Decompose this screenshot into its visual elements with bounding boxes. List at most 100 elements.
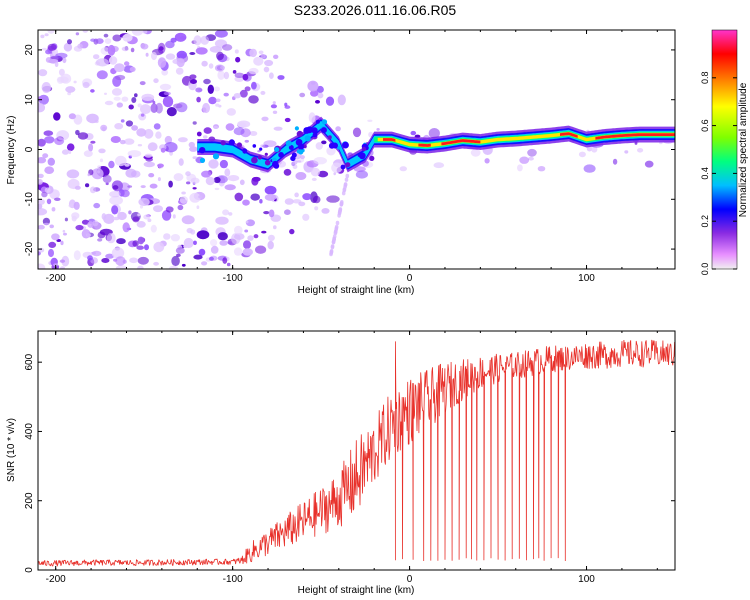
noise-blob <box>97 165 101 170</box>
noise-blob <box>60 266 65 269</box>
noise-blob <box>208 63 214 69</box>
noise-blob <box>112 185 119 190</box>
noise-blob <box>38 263 46 269</box>
noise-blob <box>124 138 135 145</box>
snr-frame <box>37 330 676 571</box>
noise-blob <box>137 236 145 245</box>
noise-blob <box>239 89 248 98</box>
noise-blob <box>38 251 41 256</box>
ridge-blob <box>196 131 202 137</box>
noise-blob <box>132 240 139 247</box>
noise-blob <box>294 192 299 198</box>
noise-blob <box>44 187 51 193</box>
colorbar-label: Normalized spectral amplitude <box>738 82 749 217</box>
noise-blob <box>106 232 116 244</box>
noise-blob <box>44 136 55 144</box>
noise-blob <box>484 158 490 164</box>
noise-blob <box>157 163 164 168</box>
noise-blob <box>173 103 183 109</box>
noise-blob <box>115 155 127 167</box>
y-tick-label: 200 <box>24 492 35 509</box>
noise-blob <box>77 132 89 140</box>
noise-blob <box>38 173 44 179</box>
noise-blob <box>433 162 445 169</box>
snr-y-ticks: 0 200 400 600 <box>24 353 675 573</box>
noise-blob <box>152 100 156 105</box>
noise-blob <box>120 119 125 123</box>
noise-blob <box>73 201 80 210</box>
noise-blob <box>189 52 196 55</box>
noise-blob <box>234 192 244 202</box>
noise-blob <box>214 187 220 191</box>
noise-blob <box>41 191 48 198</box>
noise-blob <box>170 234 180 242</box>
noise-blob <box>181 263 186 267</box>
noise-blob <box>128 210 132 215</box>
ridge-blob <box>199 147 206 154</box>
noise-blob <box>223 71 230 80</box>
noise-blob <box>141 93 155 101</box>
noise-blob <box>92 220 99 227</box>
noise-blob <box>73 80 77 84</box>
noise-blob <box>132 216 140 223</box>
ridge-core-red <box>595 133 675 140</box>
noise-blob <box>203 135 208 139</box>
noise-blob <box>153 123 161 130</box>
noise-blob <box>178 158 184 166</box>
noise-blob <box>192 121 197 125</box>
noise-blob <box>129 66 136 72</box>
noise-blob <box>284 198 294 205</box>
noise-blob <box>334 224 339 230</box>
noise-blob <box>56 239 61 242</box>
noise-blob <box>193 254 203 260</box>
noise-blob <box>153 261 160 266</box>
noise-blob <box>330 245 335 250</box>
noise-blob <box>321 208 330 214</box>
noise-blob <box>176 253 181 257</box>
colorbar-ticks: 0.0 0.2 0.4 0.6 0.8 <box>700 72 737 275</box>
noise-blob <box>101 258 110 263</box>
noise-blob <box>38 138 46 147</box>
noise-blob <box>51 207 56 212</box>
noise-blob <box>261 230 267 234</box>
noise-blob <box>127 185 133 188</box>
noise-blob <box>213 125 219 129</box>
noise-blob <box>163 142 178 153</box>
noise-blob <box>195 87 203 93</box>
noise-blob <box>399 166 407 172</box>
y-tick-label: 10 <box>24 94 35 106</box>
spectrogram-x-axis-label: Height of straight line (km) <box>298 285 415 296</box>
noise-blob <box>51 233 60 241</box>
noise-blob <box>111 247 125 259</box>
noise-blob <box>196 230 210 240</box>
snr-panel: -200 -100 0 100 0 200 400 600 Height of straig… <box>6 330 676 596</box>
noise-blob <box>244 86 251 92</box>
noise-blob <box>168 265 179 269</box>
noise-blob <box>163 91 171 96</box>
noise-blob <box>410 130 417 136</box>
noise-blob <box>341 191 346 196</box>
noise-blob <box>295 172 307 180</box>
noise-blob <box>234 225 243 235</box>
noise-blob <box>105 253 115 259</box>
noise-blob <box>259 199 263 204</box>
noise-blob <box>249 48 257 58</box>
noise-blob <box>165 40 175 49</box>
noise-blob <box>115 256 126 266</box>
ridge-blob <box>295 138 303 146</box>
noise-blob <box>89 186 97 194</box>
noise-blob <box>53 263 59 267</box>
noise-blob <box>307 80 319 92</box>
noise-blob <box>73 250 81 261</box>
noise-blob <box>228 212 233 216</box>
noise-blob <box>145 52 149 57</box>
noise-blob <box>214 30 228 38</box>
noise-blob <box>145 157 153 162</box>
noise-blob <box>47 157 55 166</box>
noise-blob <box>209 46 223 53</box>
noise-blob <box>224 184 236 191</box>
noise-blob <box>140 104 151 115</box>
x-tick-label: 0 <box>407 574 413 585</box>
noise-blob <box>225 123 235 131</box>
noise-blob <box>103 33 109 38</box>
